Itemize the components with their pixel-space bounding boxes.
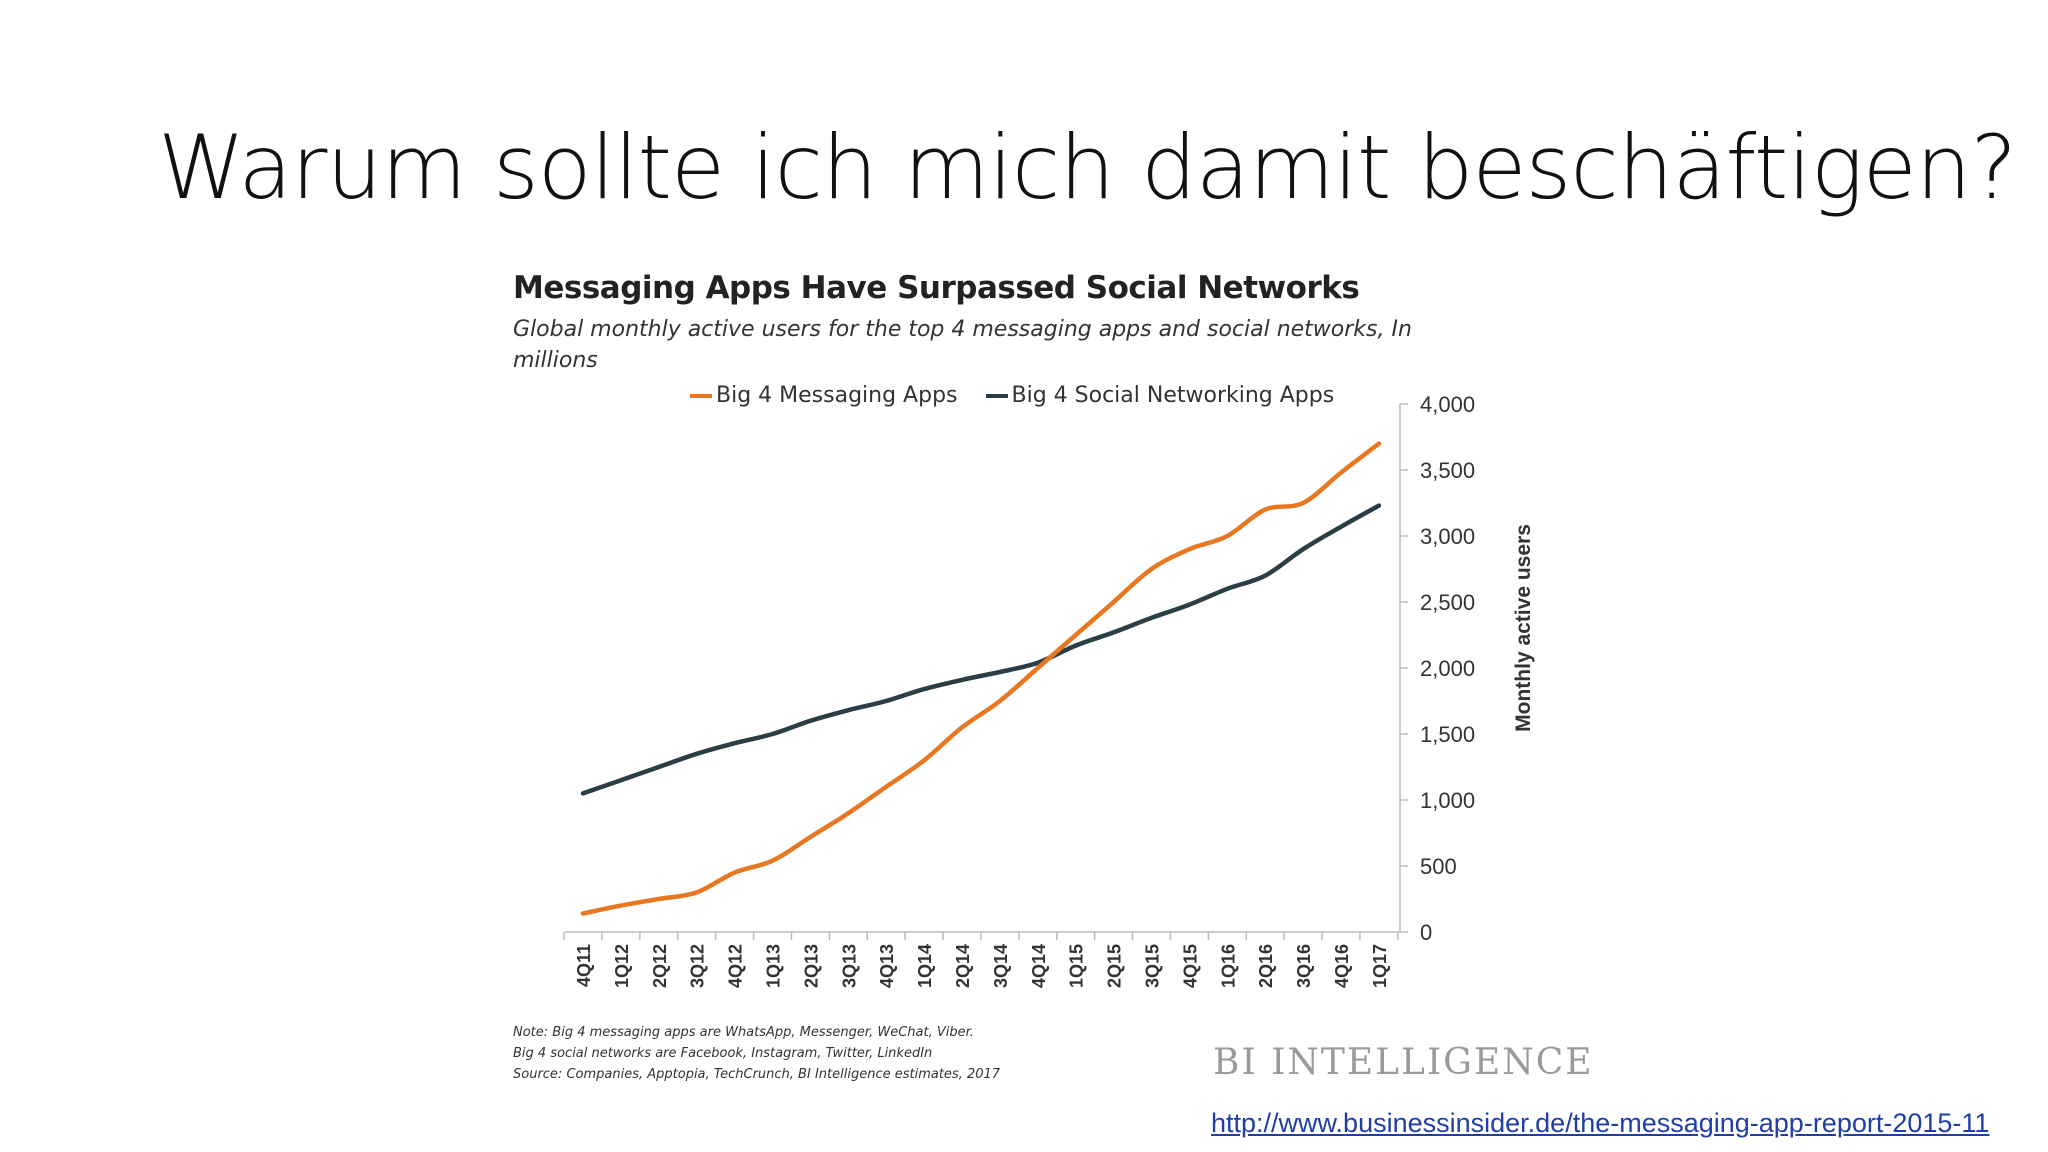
series-line-social xyxy=(580,503,1382,796)
x-tick-label: 1Q16 xyxy=(1218,944,1238,988)
x-tick-label: 2Q13 xyxy=(801,944,821,988)
chart-legend: Big 4 Messaging Apps Big 4 Social Networ… xyxy=(690,383,1334,408)
x-tick-label: 1Q17 xyxy=(1370,944,1390,988)
legend-label-social: Big 4 Social Networking Apps xyxy=(1011,383,1335,408)
x-tick-label: 2Q15 xyxy=(1105,944,1125,988)
bi-intelligence-logo: BI INTELLIGENCE xyxy=(1213,1042,1594,1083)
chart-series xyxy=(580,441,1382,916)
source-link[interactable]: http://www.businessinsider.de/the-messag… xyxy=(1211,1108,1990,1138)
x-tick-label: 2Q16 xyxy=(1256,944,1276,988)
x-tick-label: 3Q14 xyxy=(991,944,1011,988)
x-tick-label: 3Q16 xyxy=(1294,944,1314,988)
y-tick-label: 2,000 xyxy=(1420,656,1475,681)
legend-item-messaging: Big 4 Messaging Apps xyxy=(690,383,958,408)
x-tick-label: 1Q13 xyxy=(764,944,784,988)
x-tick-label: 4Q11 xyxy=(574,944,594,987)
x-tick-label: 3Q12 xyxy=(688,944,708,988)
chart-axes: 0 500 1,000 1,500 2,000 2,500 3,000 3,500 4,000 M… xyxy=(563,392,1535,988)
y-tick-label: 4,000 xyxy=(1420,392,1475,417)
y-tick-label: 3,000 xyxy=(1420,524,1475,549)
chart-title: Messaging Apps Have Surpassed Social Net… xyxy=(513,270,1360,306)
legend-label-messaging: Big 4 Messaging Apps xyxy=(716,383,958,408)
y-tick-label: 3,500 xyxy=(1420,458,1475,483)
x-tick-label: 4Q16 xyxy=(1332,944,1352,988)
y-tick-label: 1,500 xyxy=(1420,722,1475,747)
series-line-messaging xyxy=(580,441,1382,916)
y-tick-label: 1,000 xyxy=(1420,788,1475,813)
slide-title: Warum sollte ich mich damit beschäftigen… xyxy=(158,116,2017,219)
y-tick-label: 500 xyxy=(1420,854,1457,879)
x-tick-label: 2Q14 xyxy=(953,944,973,988)
y-tick-label: 0 xyxy=(1420,920,1432,945)
note-social-networks: Big 4 social networks are Facebook, Inst… xyxy=(513,1046,933,1061)
legend-swatch-messaging xyxy=(690,393,712,398)
x-tick-label: 4Q15 xyxy=(1180,944,1200,988)
legend-item-social: Big 4 Social Networking Apps xyxy=(985,383,1335,408)
chart-subtitle: Global monthly active users for the top … xyxy=(513,317,1412,373)
x-tick-label: 1Q15 xyxy=(1067,944,1087,988)
x-tick-label: 1Q14 xyxy=(915,944,935,988)
y-axis-title: Monthly active users xyxy=(1512,524,1535,732)
legend-swatch-social xyxy=(985,393,1008,398)
x-tick-label: 4Q12 xyxy=(726,944,746,988)
note-source: Source: Companies, Apptopia, TechCrunch,… xyxy=(513,1067,1001,1082)
note-messaging-apps: Note: Big 4 messaging apps are WhatsApp,… xyxy=(513,1025,974,1040)
x-tick-label: 3Q15 xyxy=(1143,944,1163,988)
x-tick-label: 4Q14 xyxy=(1029,944,1049,988)
y-tick-label: 2,500 xyxy=(1420,590,1475,615)
x-tick-label: 2Q12 xyxy=(650,944,670,988)
chart-notes: Note: Big 4 messaging apps are WhatsApp,… xyxy=(513,1022,1073,1085)
x-tick-label: 4Q13 xyxy=(877,944,897,988)
x-tick-label: 3Q13 xyxy=(839,944,859,988)
x-tick-label: 1Q12 xyxy=(612,944,632,988)
